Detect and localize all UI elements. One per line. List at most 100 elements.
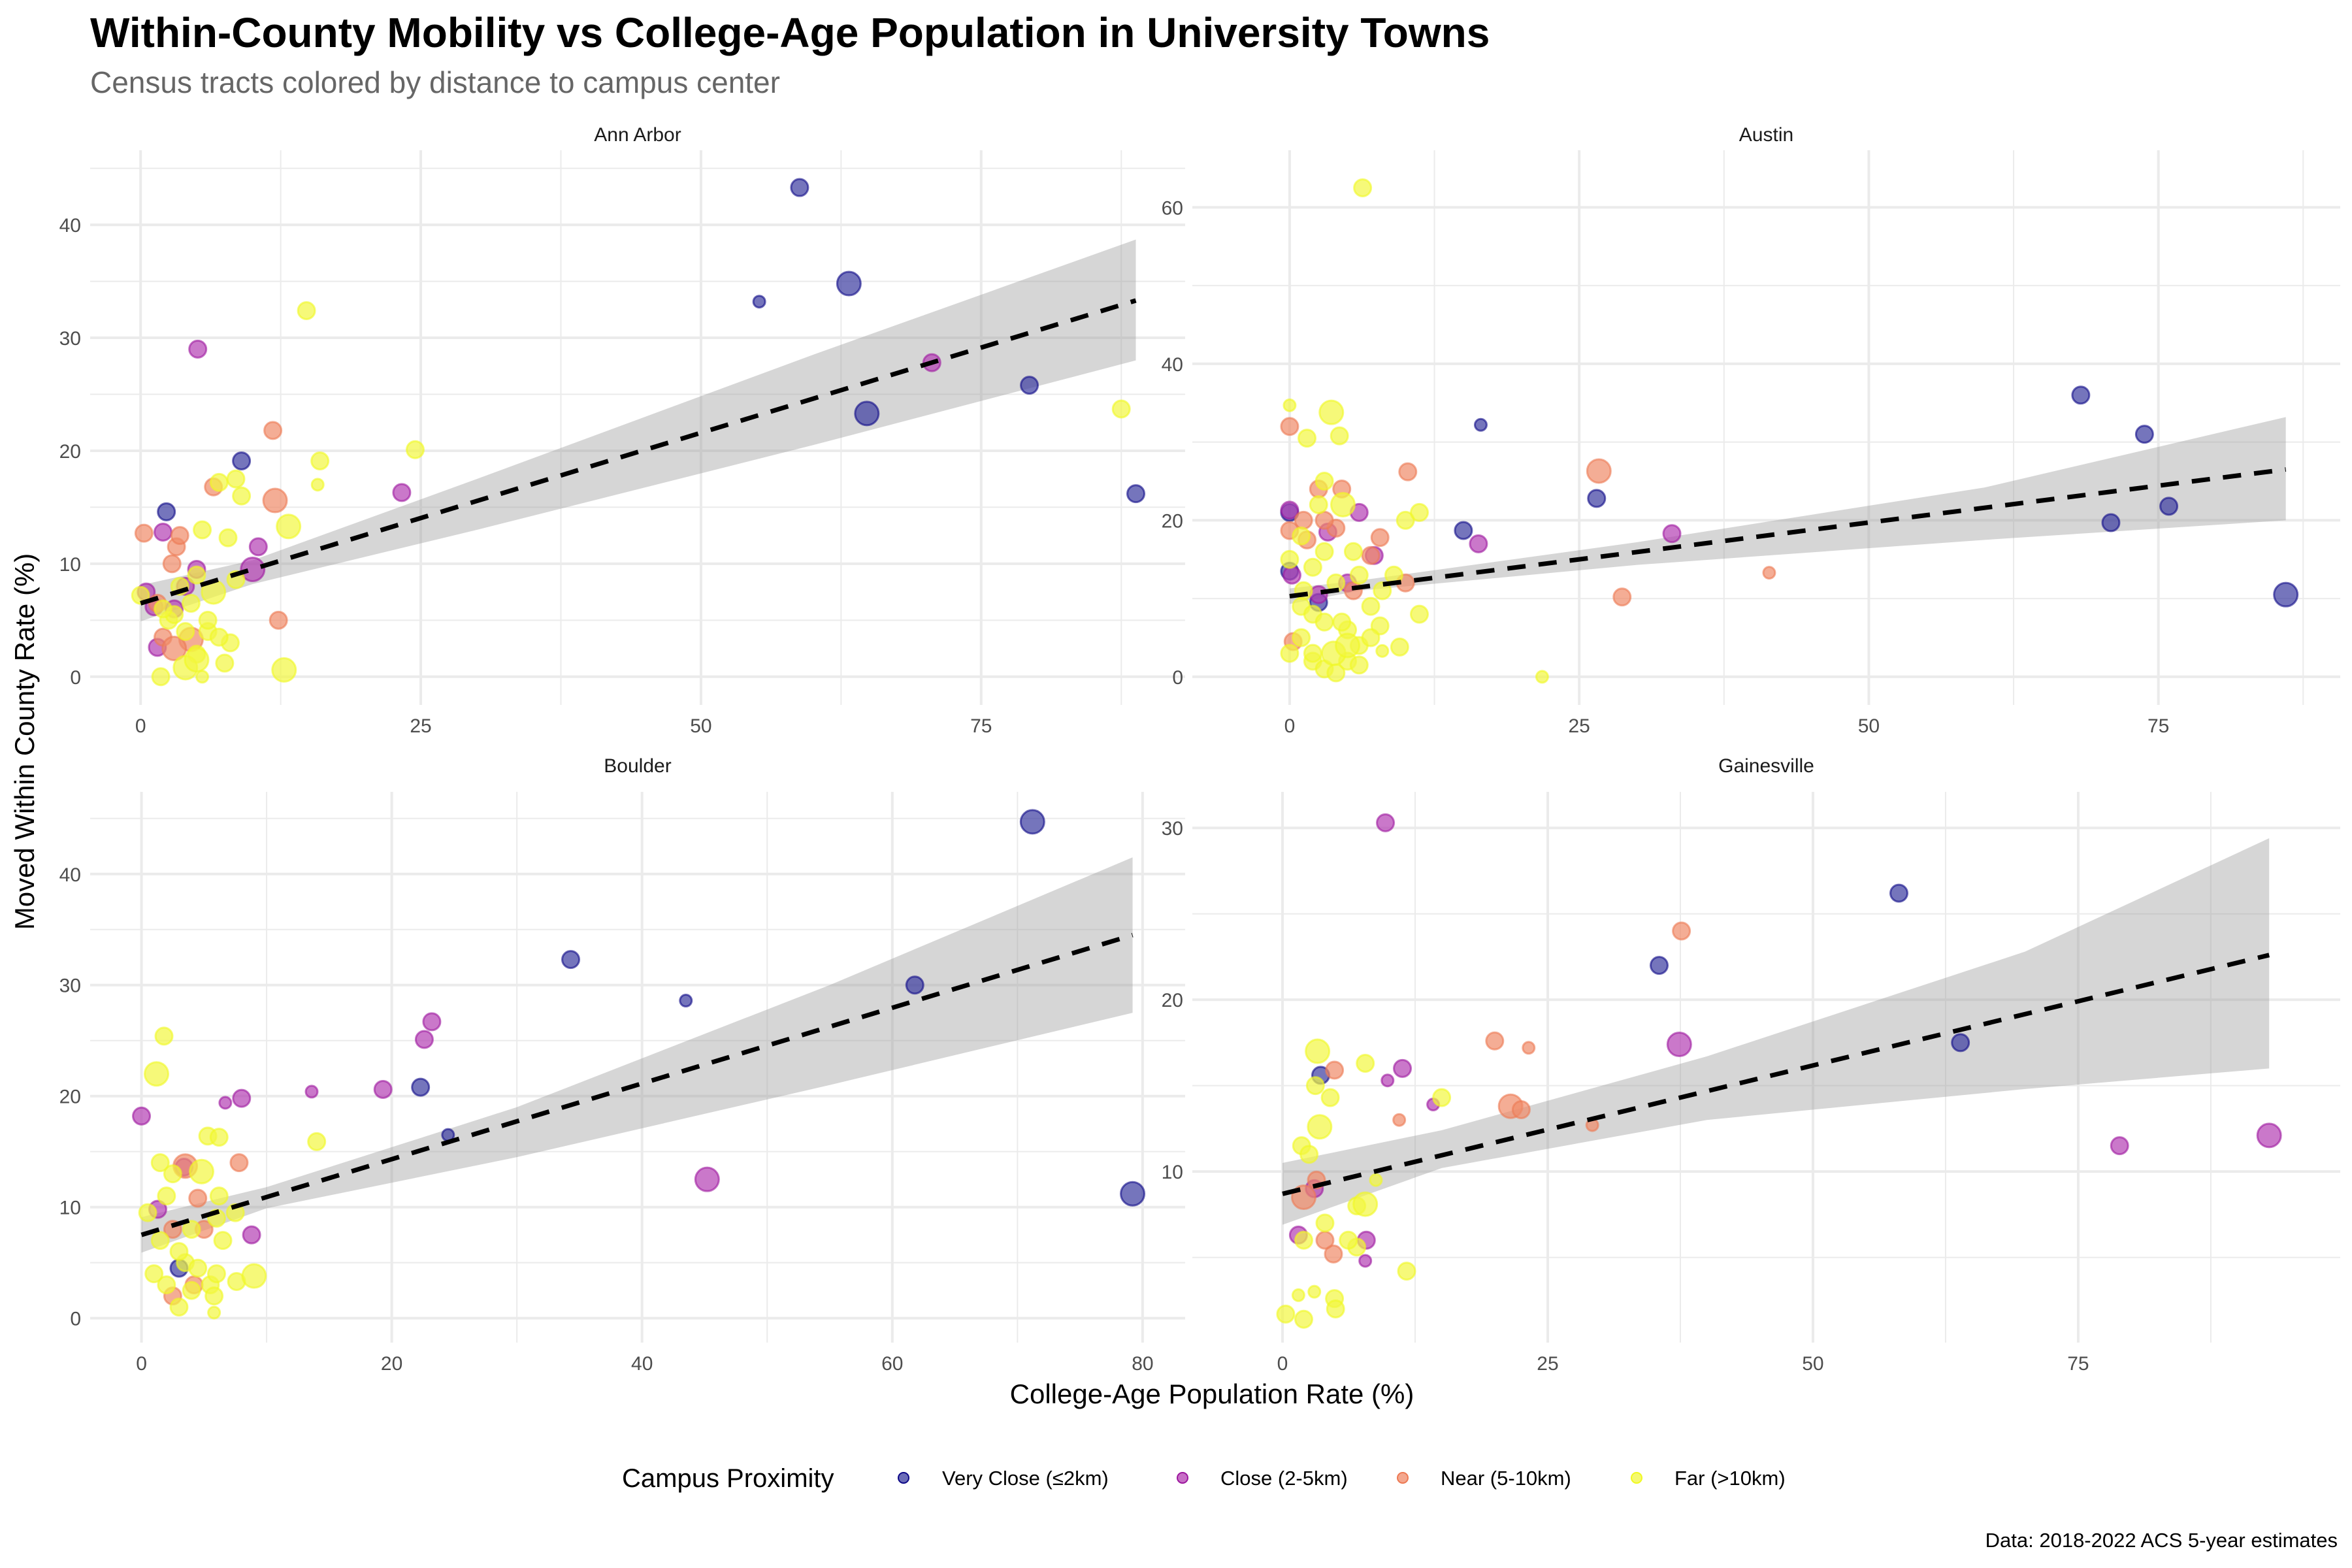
data-point	[1343, 542, 1363, 561]
data-point	[1409, 502, 1429, 522]
data-point	[2101, 513, 2121, 532]
data-point	[209, 627, 229, 647]
data-point	[422, 1012, 442, 1032]
data-point	[157, 1275, 176, 1295]
legend-title: Campus Proximity	[622, 1464, 834, 1493]
data-point	[188, 339, 208, 359]
data-point	[138, 1203, 157, 1222]
data-point	[1397, 1262, 1416, 1281]
data-point	[134, 523, 154, 543]
legend-swatch	[1631, 1472, 1642, 1484]
data-point	[1662, 524, 1682, 544]
data-point	[154, 522, 173, 542]
x-tick-label: 75	[2067, 1353, 2089, 1375]
panel-strip-label: Austin	[1739, 124, 1793, 146]
legend-swatch	[1397, 1472, 1409, 1484]
data-point	[1649, 956, 1669, 975]
data-point	[1535, 670, 1549, 684]
panel-ann-arbor: Ann Arbor 0 25 50 75 0 10 20 30 40	[59, 124, 1185, 737]
data-point	[1303, 557, 1322, 577]
data-point	[1276, 1304, 1296, 1324]
data-point	[206, 1264, 226, 1284]
y-tick-label: 30	[59, 975, 81, 997]
y-tick-label: 0	[1172, 667, 1183, 689]
data-point	[1396, 510, 1415, 530]
data-point	[2159, 497, 2179, 516]
x-tick-label: 25	[410, 715, 431, 737]
data-point	[1672, 921, 1691, 941]
legend: Campus Proximity Very Close (≤2km) Close…	[622, 1464, 1786, 1493]
y-tick-label: 20	[59, 1086, 81, 1108]
data-point	[1126, 484, 1146, 504]
x-tick-label: 75	[2148, 715, 2169, 737]
data-point	[1356, 1053, 1375, 1073]
data-point	[213, 1231, 233, 1250]
data-point	[1280, 644, 1299, 663]
data-point	[1315, 1213, 1335, 1233]
x-tick-label: 75	[970, 715, 992, 737]
y-tick-label: 0	[70, 667, 81, 689]
legend-item-very-close: Very Close (≤2km)	[898, 1467, 1109, 1490]
x-tick-label: 50	[690, 715, 711, 737]
data-point	[1454, 521, 1473, 540]
x-tick-label: 0	[135, 715, 146, 737]
data-point	[2110, 1136, 2129, 1156]
legend-item-far: Far (>10km)	[1631, 1467, 1786, 1490]
data-point	[1315, 542, 1334, 561]
data-point	[1315, 612, 1334, 632]
data-point	[154, 599, 173, 619]
confidence-band	[1289, 417, 2286, 604]
data-point	[310, 478, 325, 492]
panel-strip-label: Gainesville	[1718, 755, 1814, 777]
data-point	[836, 270, 862, 297]
data-point	[1332, 612, 1352, 632]
data-point	[2071, 385, 2091, 405]
data-point	[204, 1286, 224, 1306]
caption: Data: 2018-2022 ACS 5-year estimates	[1985, 1529, 2338, 1552]
data-point	[373, 1079, 393, 1099]
data-point	[144, 1061, 170, 1087]
data-point	[1320, 1088, 1340, 1107]
data-point	[263, 421, 283, 440]
legend-label: Close (2-5km)	[1220, 1467, 1348, 1490]
data-point	[161, 636, 188, 662]
data-point	[679, 994, 693, 1008]
data-point	[150, 1153, 170, 1173]
data-point	[188, 1258, 208, 1278]
data-point	[411, 1077, 431, 1097]
data-point	[1511, 1100, 1531, 1119]
x-tick-label: 0	[1284, 715, 1296, 737]
data-point	[184, 647, 210, 673]
data-point	[2273, 581, 2299, 608]
confidence-band	[1282, 838, 2270, 1225]
chart-title: Within-County Mobility vs College-Age Po…	[90, 9, 1490, 56]
data-point	[262, 487, 288, 514]
data-point	[1375, 644, 1390, 658]
panel-strip-label: Boulder	[604, 755, 671, 777]
data-point	[1349, 565, 1369, 585]
data-point	[269, 610, 288, 630]
data-point	[304, 1085, 319, 1099]
data-point	[215, 653, 235, 673]
data-point	[182, 1220, 201, 1239]
data-point	[209, 1128, 229, 1147]
data-point	[1309, 495, 1328, 514]
data-point	[1305, 1076, 1325, 1096]
data-point	[1330, 491, 1356, 517]
data-point	[1315, 472, 1334, 491]
y-axis-title: Moved Within County Rate (%)	[9, 553, 40, 930]
data-point	[414, 1030, 434, 1049]
data-point	[154, 1026, 174, 1046]
regression-line	[140, 298, 1137, 606]
data-point	[1111, 399, 1131, 419]
data-point	[218, 528, 238, 547]
data-point	[1522, 1041, 1536, 1055]
x-tick-label: 25	[1537, 1353, 1558, 1375]
data-point	[1369, 1173, 1383, 1187]
x-tick-label: 50	[1858, 715, 1880, 737]
data-point	[2256, 1122, 2282, 1149]
panel-strip-label: Ann Arbor	[594, 124, 681, 146]
confidence-band	[141, 857, 1133, 1253]
data-point	[1303, 644, 1322, 663]
data-point	[1485, 1031, 1505, 1051]
